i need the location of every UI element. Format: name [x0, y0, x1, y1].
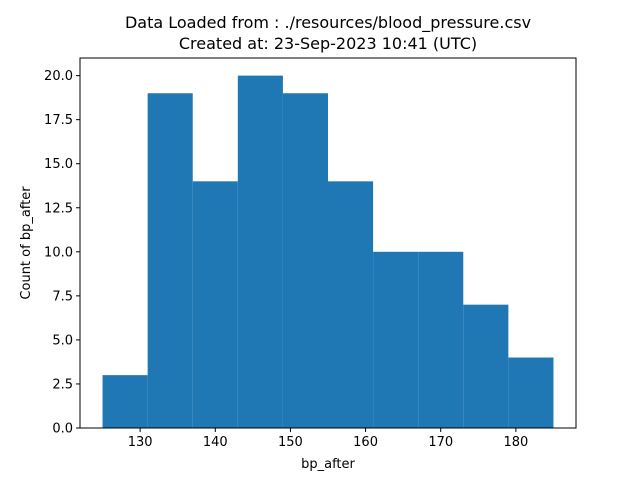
y-tick-label: 10.0 — [44, 245, 73, 260]
histogram-bar — [282, 93, 328, 428]
y-tick-label: 15.0 — [44, 157, 73, 172]
histogram-bar — [102, 375, 148, 428]
y-tick-label: 12.5 — [44, 201, 73, 216]
x-tick-label: 150 — [278, 435, 303, 450]
histogram-bars — [102, 75, 554, 428]
histogram-bar — [373, 251, 419, 428]
histogram-bar — [237, 75, 283, 428]
x-tick-label: 170 — [428, 435, 453, 450]
chart-title-line-2: Created at: 23-Sep-2023 10:41 (UTC) — [179, 34, 477, 53]
y-tick-label: 5.0 — [52, 333, 73, 348]
x-tick-label: 130 — [128, 435, 153, 450]
histogram-bar — [508, 357, 554, 428]
y-axis-ticks: 0.0 2.5 5.0 7.5 10.0 12.5 15.0 17.5 20.0 — [44, 69, 80, 437]
x-tick-label: 160 — [353, 435, 378, 450]
histogram-bar — [418, 251, 464, 428]
histogram-bar — [463, 304, 509, 428]
y-axis-label: Count of bp_after — [19, 186, 34, 300]
histogram-bar — [147, 93, 193, 428]
y-tick-label: 2.5 — [52, 377, 73, 392]
x-tick-label: 140 — [203, 435, 228, 450]
y-tick-label: 0.0 — [52, 422, 73, 437]
y-tick-label: 17.5 — [44, 113, 73, 128]
chart-title-line-1: Data Loaded from : ./resources/blood_pre… — [125, 13, 531, 33]
y-tick-label: 20.0 — [44, 69, 73, 84]
plot-area-frame — [79, 57, 577, 429]
y-tick-label: 7.5 — [52, 289, 73, 304]
histogram-bar — [192, 181, 238, 428]
x-tick-label: 180 — [503, 435, 528, 450]
histogram-bar — [328, 181, 374, 428]
x-axis-ticks: 130 140 150 160 170 180 — [128, 428, 528, 450]
x-axis-label: bp_after — [301, 457, 355, 472]
